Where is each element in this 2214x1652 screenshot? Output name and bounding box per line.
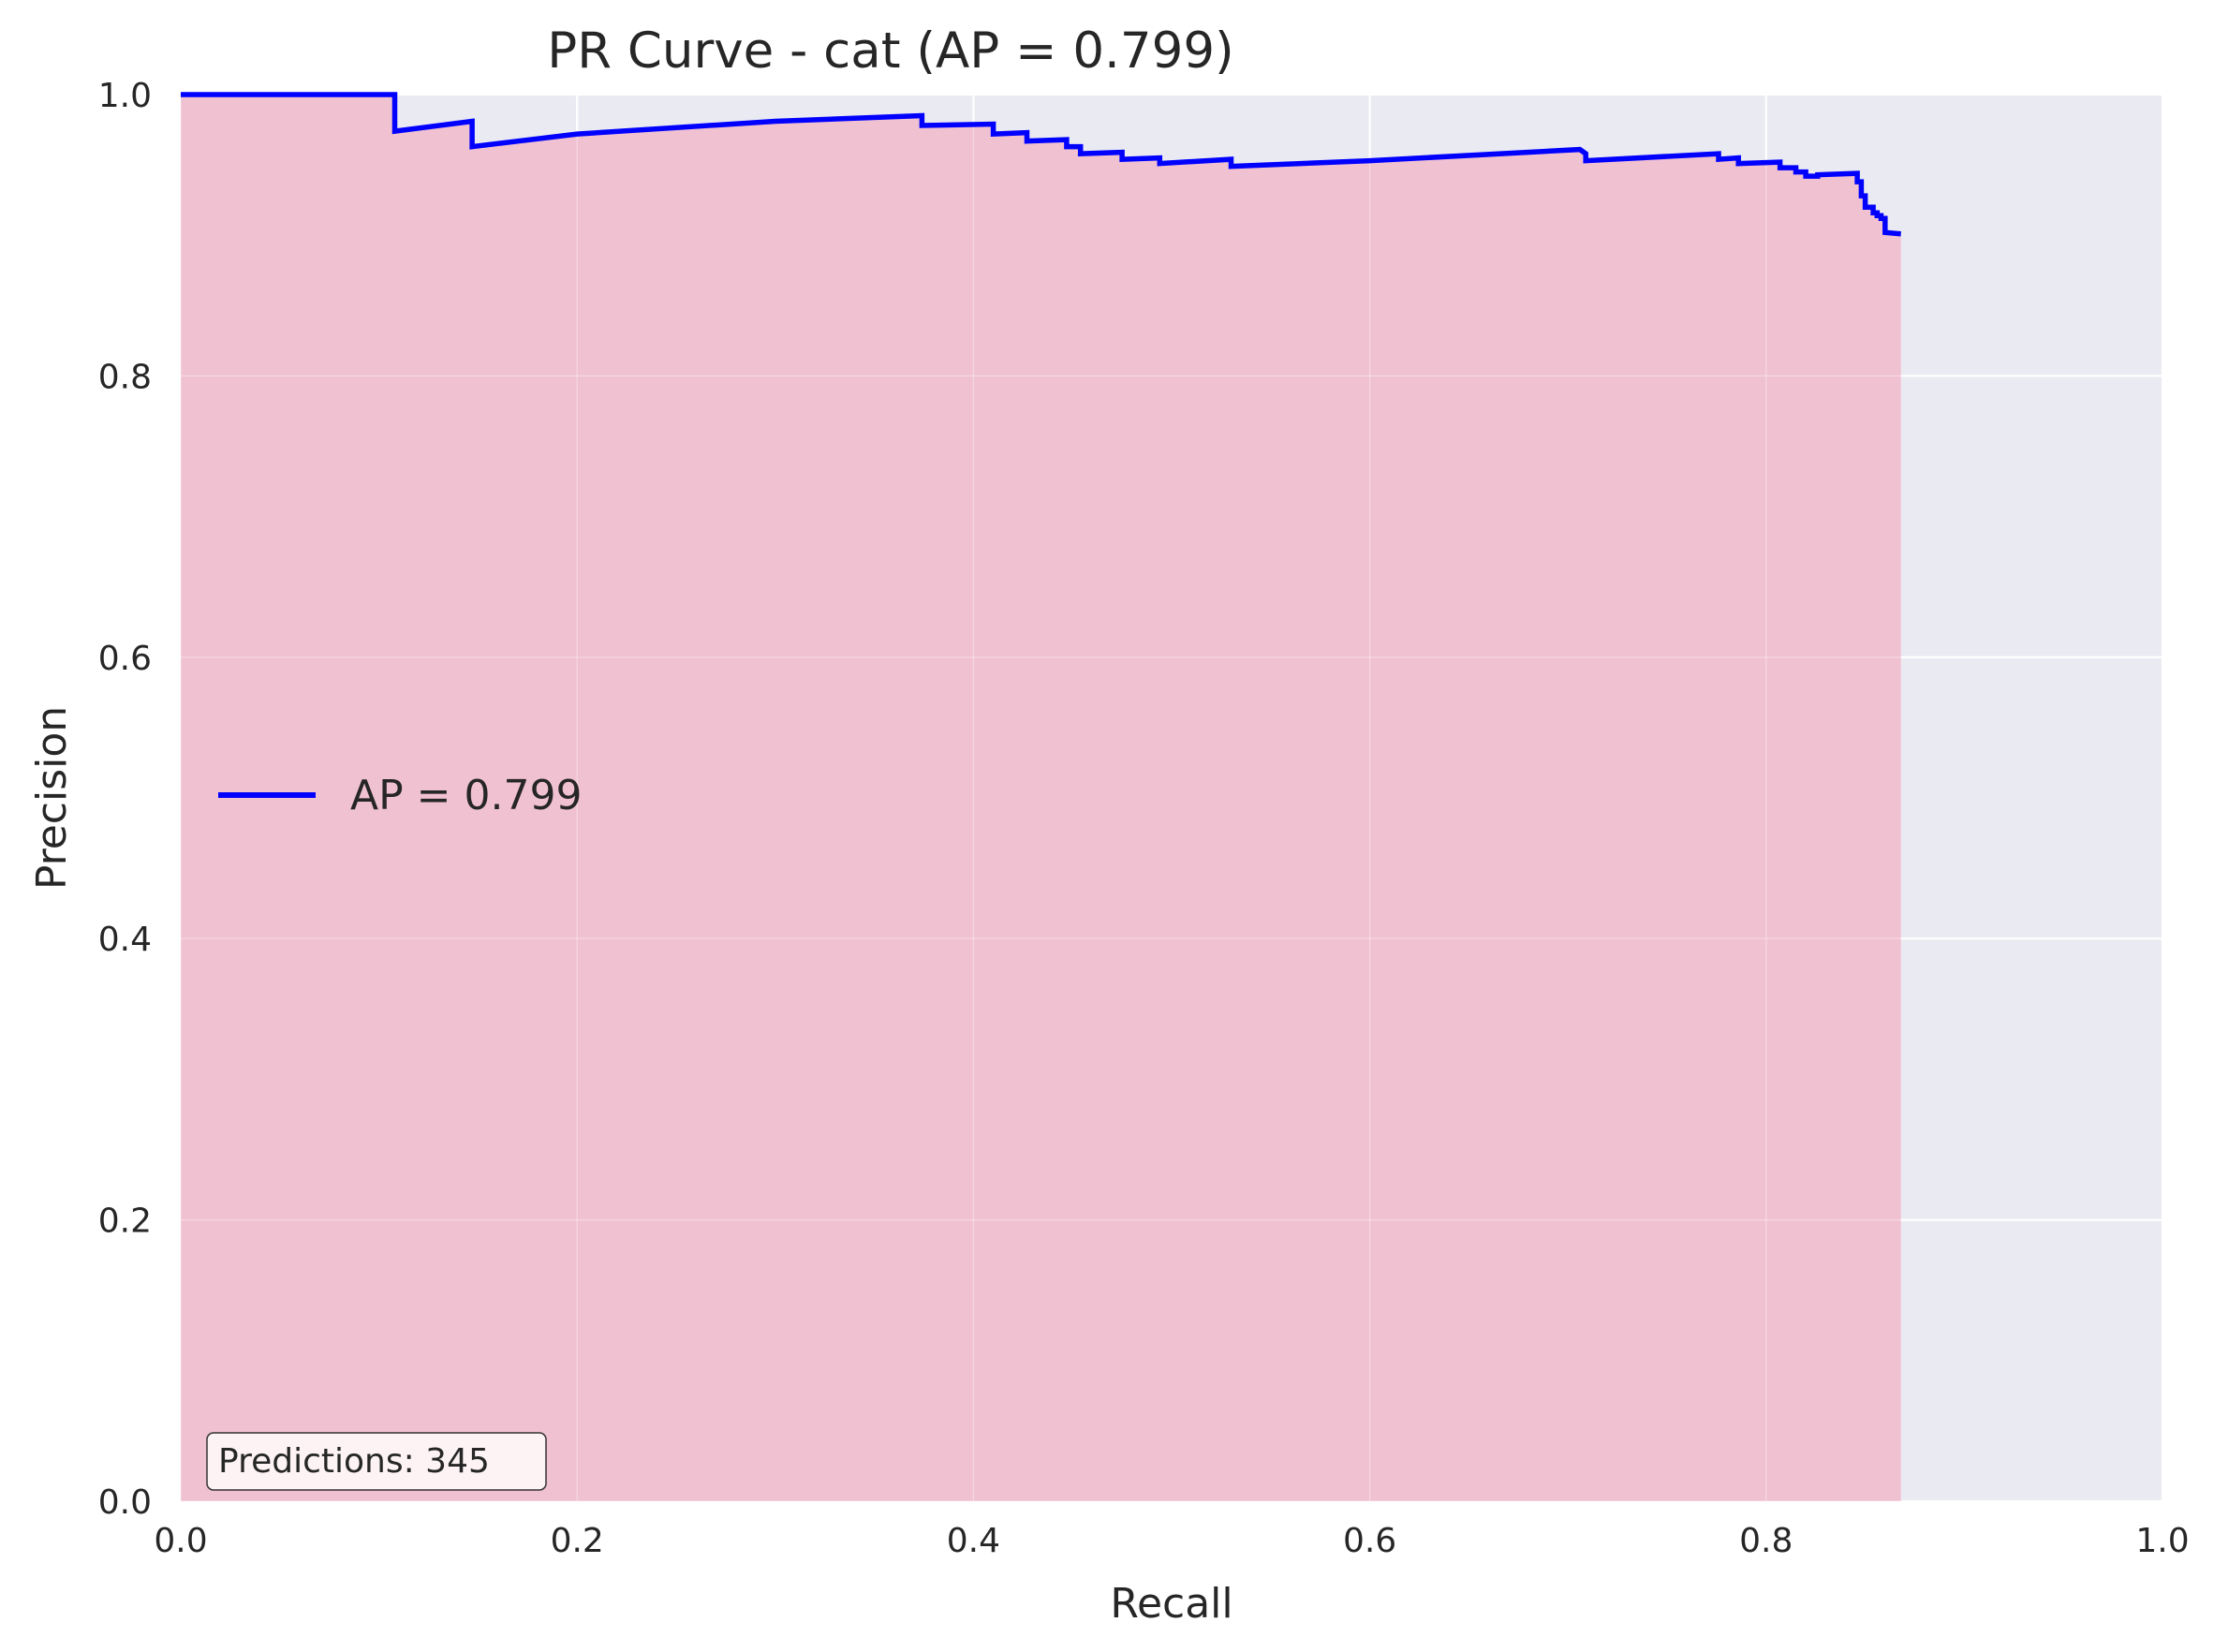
x-axis-ticks: 0.0 0.2 0.4 0.6 0.8 1.0 [154, 1522, 2189, 1560]
y-tick-label: 0.2 [98, 1202, 152, 1241]
x-tick-label: 1.0 [2135, 1522, 2189, 1560]
grid-lines-overlay [180, 94, 2163, 1502]
annotation-box [206, 1432, 547, 1491]
chart-title: PR Curve - cat (AP = 0.799) [547, 22, 1233, 80]
annotation-text: Predictions: 345 [218, 1442, 490, 1481]
y-axis-title: Precision [28, 706, 76, 890]
pr-curve-line [181, 92, 1901, 237]
x-tick-label: 0.4 [947, 1522, 1000, 1560]
x-tick-label: 0.0 [154, 1522, 207, 1560]
x-tick-label: 0.8 [1739, 1522, 1793, 1560]
legend: AP = 0.799 [218, 772, 582, 819]
y-tick-label: 0.4 [98, 921, 152, 959]
predictions-annotation: Predictions: 345 [206, 1432, 547, 1491]
y-tick-label: 0.0 [98, 1483, 152, 1522]
area-under-curve [181, 95, 1901, 1501]
y-axis-ticks: 0.0 0.2 0.4 0.6 0.8 1.0 [98, 77, 152, 1522]
x-tick-label: 0.2 [551, 1522, 604, 1560]
legend-label: AP = 0.799 [350, 772, 582, 819]
y-tick-label: 1.0 [98, 77, 152, 115]
x-tick-label: 0.6 [1343, 1522, 1396, 1560]
y-tick-label: 0.6 [98, 640, 152, 678]
x-axis-title: Recall [1110, 1580, 1232, 1628]
y-tick-label: 0.8 [98, 358, 152, 396]
